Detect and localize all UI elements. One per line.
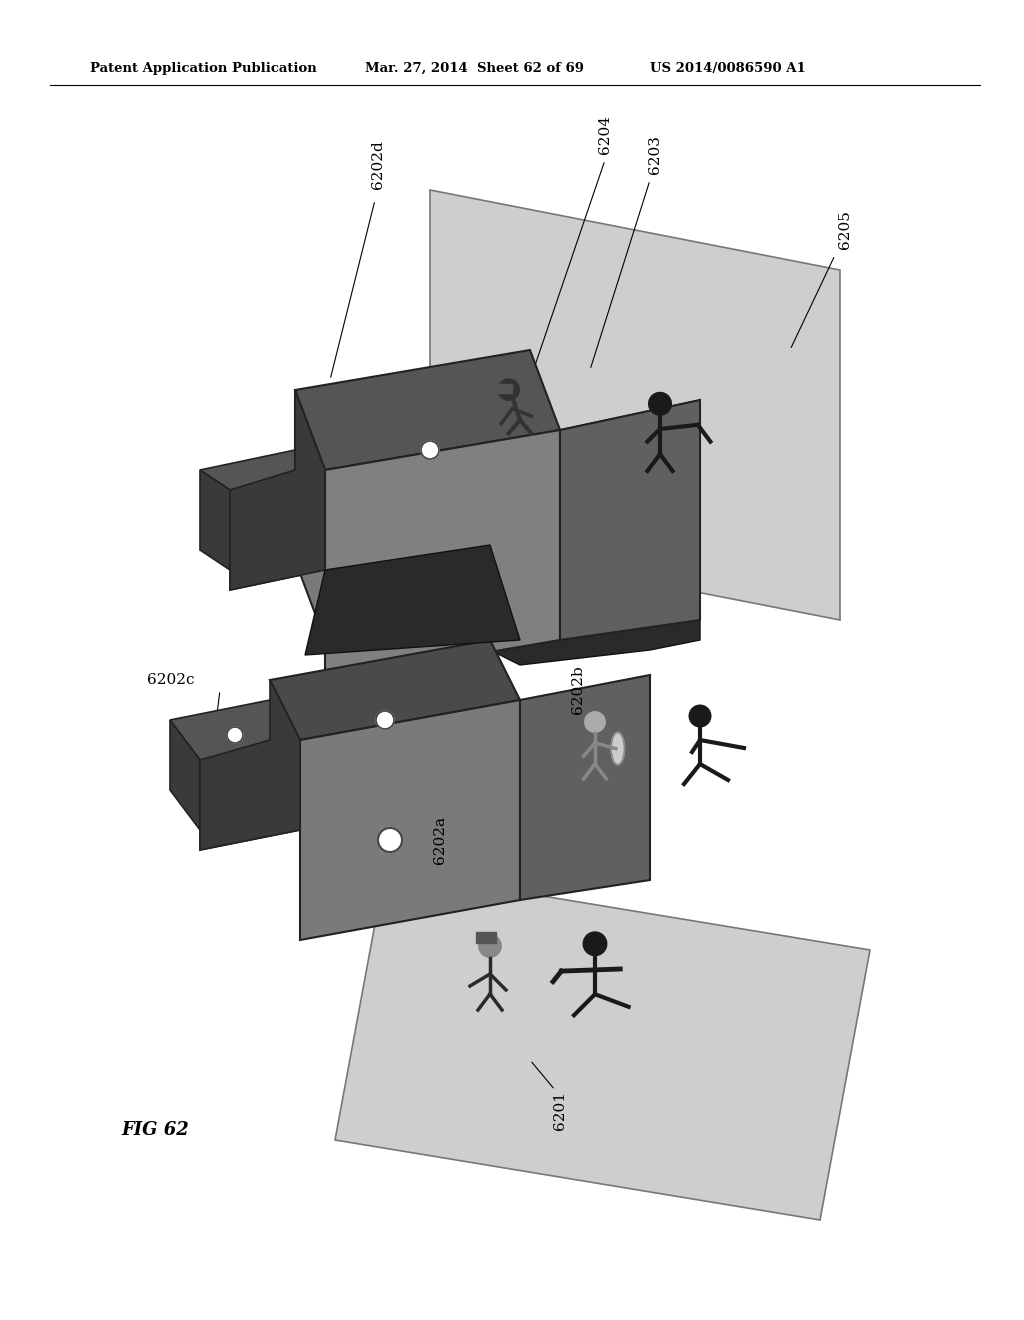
Bar xyxy=(476,932,496,944)
Circle shape xyxy=(479,935,501,957)
Circle shape xyxy=(378,828,402,851)
Polygon shape xyxy=(170,719,200,830)
Ellipse shape xyxy=(611,733,625,764)
Circle shape xyxy=(584,932,607,956)
Text: Patent Application Publication: Patent Application Publication xyxy=(90,62,316,75)
Polygon shape xyxy=(325,430,560,680)
Text: 6202c: 6202c xyxy=(147,673,195,686)
Circle shape xyxy=(421,441,439,459)
Text: 6201: 6201 xyxy=(553,1090,567,1130)
Circle shape xyxy=(585,711,605,733)
Text: 6205: 6205 xyxy=(838,211,852,249)
Polygon shape xyxy=(295,350,560,470)
Circle shape xyxy=(376,711,394,729)
Text: FIG 62: FIG 62 xyxy=(121,1121,188,1139)
Polygon shape xyxy=(200,450,325,490)
Polygon shape xyxy=(490,400,700,665)
Polygon shape xyxy=(295,389,325,640)
Polygon shape xyxy=(230,470,325,590)
Circle shape xyxy=(227,727,243,743)
Text: 6202b: 6202b xyxy=(571,665,585,714)
Polygon shape xyxy=(200,680,300,850)
Bar xyxy=(494,384,512,393)
Polygon shape xyxy=(430,190,840,620)
Text: 6203: 6203 xyxy=(648,136,662,174)
Text: Mar. 27, 2014  Sheet 62 of 69: Mar. 27, 2014 Sheet 62 of 69 xyxy=(365,62,584,75)
Polygon shape xyxy=(520,675,650,900)
Circle shape xyxy=(498,379,519,400)
Polygon shape xyxy=(200,741,300,850)
Text: 6202a: 6202a xyxy=(433,816,447,865)
Circle shape xyxy=(648,392,672,414)
Polygon shape xyxy=(170,700,300,760)
Text: 6202d: 6202d xyxy=(371,141,385,189)
Polygon shape xyxy=(335,870,870,1220)
Polygon shape xyxy=(300,700,520,940)
Text: US 2014/0086590 A1: US 2014/0086590 A1 xyxy=(650,62,806,75)
Text: 6204: 6204 xyxy=(598,116,612,154)
Circle shape xyxy=(689,705,711,727)
Polygon shape xyxy=(230,389,325,590)
Polygon shape xyxy=(200,470,230,570)
Polygon shape xyxy=(560,400,700,640)
Polygon shape xyxy=(305,545,520,655)
Polygon shape xyxy=(270,640,520,741)
